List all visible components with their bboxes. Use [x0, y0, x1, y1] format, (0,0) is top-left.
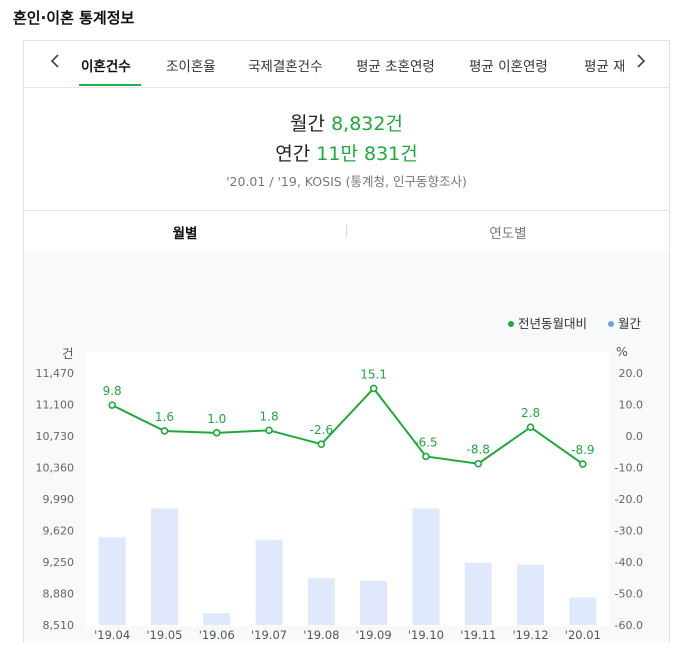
monthly-bar: [203, 613, 231, 625]
yoy-data-label: 1.8: [260, 409, 279, 423]
right-tick-label: -60.0: [615, 619, 643, 632]
yoy-data-label: -2.6: [310, 423, 333, 437]
yoy-data-label: 2.8: [521, 406, 540, 420]
right-tick-label: 20.0: [619, 367, 644, 380]
legend-label-yoy: 전년동월대비: [518, 316, 587, 331]
left-tick-label: 11,100: [36, 399, 75, 412]
source-note: '20.01 / '19, KOSIS (통계청, 인구동향조사): [226, 174, 467, 189]
x-tick-label: '19.07: [251, 628, 287, 642]
left-tick-label: 10,360: [36, 462, 75, 475]
left-axis-unit: 건: [62, 346, 74, 361]
tab-intl-marriage-count[interactable]: 국제결혼건수: [248, 59, 323, 75]
yoy-point: [579, 460, 587, 468]
monthly-summary: 월간 8,832건: [24, 109, 669, 136]
category-tabbar: 이혼건수 조이혼율 국제결혼건수 평균 초혼연령 평균 이혼연령 평균 재: [24, 41, 669, 88]
yoy-point: [265, 426, 273, 435]
left-tick-label: 9,620: [43, 525, 75, 538]
annual-summary: 연간 11만 831건: [24, 139, 669, 166]
monthly-value: 8,832건: [331, 113, 403, 135]
x-tick-label: '19.08: [303, 628, 339, 642]
yoy-line: [111, 386, 584, 465]
page-title: 혼인·이혼 통계정보: [13, 9, 135, 27]
x-tick-label: '19.10: [408, 628, 444, 642]
active-tab-indicator: [79, 84, 141, 86]
yoy-data-label: -8.8: [467, 443, 490, 457]
yoy-data-label: 15.1: [360, 367, 387, 381]
subtab-monthly[interactable]: 월별: [172, 226, 198, 242]
right-axis-unit: %: [616, 344, 628, 359]
monthly-bar: [464, 562, 492, 625]
yoy-point: [317, 440, 326, 448]
yoy-point: [474, 459, 483, 468]
legend-dot-yoy: [508, 321, 514, 327]
chevron-right-icon: [637, 54, 646, 68]
x-tick-label: '19.11: [460, 628, 496, 642]
yoy-data-label: 1.6: [155, 410, 174, 424]
yoy-data-label: -8.9: [571, 443, 594, 457]
tab-avg-divorce-age[interactable]: 평균 이혼연령: [469, 59, 548, 75]
monthly-bar: [569, 597, 597, 625]
annual-label: 연간: [275, 143, 311, 165]
left-tick-label: 10,730: [36, 430, 75, 443]
monthly-bar: [98, 537, 126, 625]
left-tick-label: 8,880: [43, 588, 75, 601]
right-tick-label: -30.0: [615, 525, 643, 538]
chart-area: 전년동월대비 월간 건 % 8,510 8,880 9,250 9,620 9,990 1…: [24, 251, 669, 643]
legend-label-monthly: 월간: [618, 316, 642, 331]
x-tick-label: '19.09: [356, 628, 392, 642]
prev-tabs-button[interactable]: [44, 51, 66, 77]
yoy-point: [422, 452, 430, 461]
yoy-point: [369, 384, 378, 393]
yoy-point: [160, 427, 169, 435]
tab-avg-remarriage-age[interactable]: 평균 재: [584, 59, 624, 75]
monthly-bar: [255, 539, 283, 625]
right-tick-label: 0.0: [626, 430, 644, 443]
right-tick-label: 10.0: [619, 399, 644, 412]
x-tick-label: '19.04: [94, 628, 130, 642]
right-tick-label: -20.0: [615, 493, 643, 506]
left-tick-label: 9,250: [43, 556, 75, 569]
tab-crude-divorce-rate[interactable]: 조이혼율: [166, 59, 216, 75]
tab-avg-first-marriage-age[interactable]: 평균 초혼연령: [356, 59, 435, 75]
monthly-bar: [412, 508, 440, 625]
subtab-divider: [346, 224, 347, 238]
yoy-data-label: 1.0: [207, 412, 226, 426]
monthly-bar: [307, 578, 335, 625]
divorce-chart: 전년동월대비 월간 건 % 8,510 8,880 9,250 9,620 9,990 1…: [36, 316, 644, 642]
right-tick-label: -10.0: [615, 462, 643, 475]
yoy-point: [108, 401, 116, 409]
monthly-bar: [150, 508, 178, 625]
chevron-left-icon: [50, 54, 59, 68]
left-tick-label: 11,470: [36, 367, 75, 380]
tab-divorce-count[interactable]: 이혼건수: [81, 59, 131, 75]
stats-card: 이혼건수 조이혼율 국제결혼건수 평균 초혼연령 평균 이혼연령 평균 재 월간…: [23, 40, 670, 643]
x-tick-label: '19.12: [513, 628, 549, 642]
subtab-yearly[interactable]: 연도별: [489, 226, 527, 242]
legend-dot-monthly: [608, 321, 614, 327]
right-tick-label: -50.0: [615, 588, 643, 601]
x-tick-label: '19.05: [146, 628, 182, 642]
left-tick-label: 8,510: [43, 619, 75, 632]
monthly-label: 월간: [290, 113, 326, 135]
next-tabs-button[interactable]: [630, 51, 652, 77]
x-tick-label: '19.06: [199, 628, 235, 642]
summary-panel: 월간 8,832건 연간 11만 831건 '20.01 / '19, KOSI…: [24, 87, 669, 210]
yoy-data-label: -6.5: [414, 435, 437, 449]
x-tick-label: '20.01: [565, 628, 601, 642]
monthly-bar: [517, 564, 545, 625]
annual-value: 11만 831건: [316, 143, 418, 165]
yoy-point: [526, 423, 535, 431]
period-subtabs: 월별 연도별: [24, 210, 669, 252]
left-tick-label: 9,990: [43, 493, 75, 506]
right-tick-label: -40.0: [615, 556, 643, 569]
yoy-point: [212, 429, 221, 437]
yoy-data-label: 9.8: [103, 384, 122, 398]
monthly-bar: [360, 580, 388, 625]
